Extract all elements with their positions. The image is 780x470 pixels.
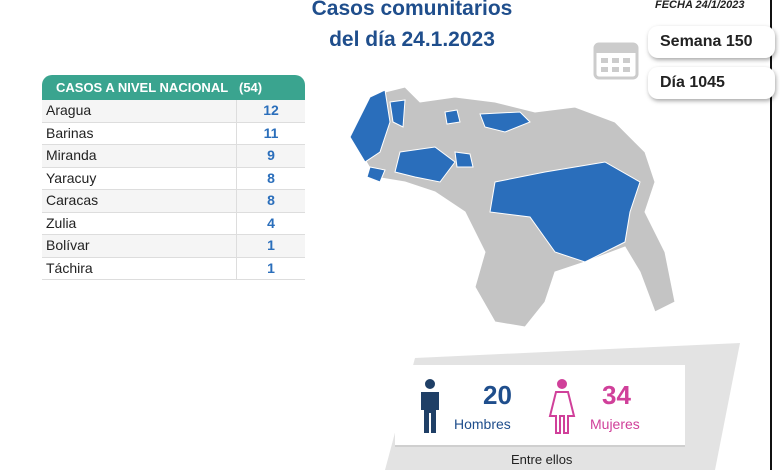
week-box: Semana 150 [648, 26, 775, 58]
case-count: 8 [236, 190, 305, 212]
case-count: 11 [236, 122, 305, 144]
table-row: Aragua 12 [42, 100, 305, 123]
table-row: Táchira 1 [42, 257, 305, 280]
table-row: Bolívar 1 [42, 235, 305, 258]
table-body: Aragua 12 Barinas 11 Miranda 9 Yaracuy 8 Caracas… [42, 100, 305, 280]
case-count: 8 [236, 167, 305, 189]
case-count: 1 [236, 235, 305, 257]
table-title: CASOS A NIVEL NACIONAL [56, 80, 229, 95]
state-name: Barinas [46, 124, 94, 141]
women-count: 34 [602, 380, 631, 410]
state-name: Zulia [46, 214, 77, 231]
case-count: 1 [236, 257, 305, 279]
table-row: Zulia 4 [42, 212, 305, 235]
date: FECHA 24/1/2023 [655, 0, 745, 11]
table-row: Barinas 11 [42, 122, 305, 145]
calendar-icon [593, 42, 639, 80]
state-name: Caracas [46, 192, 99, 208]
border [770, 0, 772, 470]
case-count: 4 [236, 212, 305, 234]
state-name: Bolívar [46, 237, 90, 253]
title: Casos comunitarios [311, 0, 513, 20]
case-count: 12 [236, 100, 305, 122]
gender-panel-bg [385, 343, 740, 470]
cases-table: CASOS A NIVEL NACIONAL (54) Aragua 12 Bari… [42, 75, 305, 280]
map [349, 86, 676, 328]
state-name: Yaracuy [46, 169, 97, 186]
women-label: Mujeres [590, 416, 640, 432]
table-row: Yaracuy 8 [42, 167, 305, 190]
table-total: (54) [239, 80, 263, 95]
men-count: 20 [483, 380, 512, 410]
state-name: Miranda [46, 147, 97, 163]
table-row: Miranda 9 [42, 145, 305, 168]
case-count: 9 [236, 145, 305, 167]
man-icon [421, 379, 439, 433]
state-name: Táchira [46, 259, 93, 276]
day-box: Día 1045 [648, 67, 775, 99]
title: del día 24.1.2023 [329, 28, 495, 51]
woman-icon [548, 379, 576, 434]
table-header: CASOS A NIVEL NACIONAL (54) [42, 75, 305, 100]
table-row: Caracas 8 [42, 190, 305, 213]
note: Entre ellos [511, 452, 573, 467]
state-name: Aragua [46, 102, 92, 118]
men-label: Hombres [454, 416, 511, 432]
